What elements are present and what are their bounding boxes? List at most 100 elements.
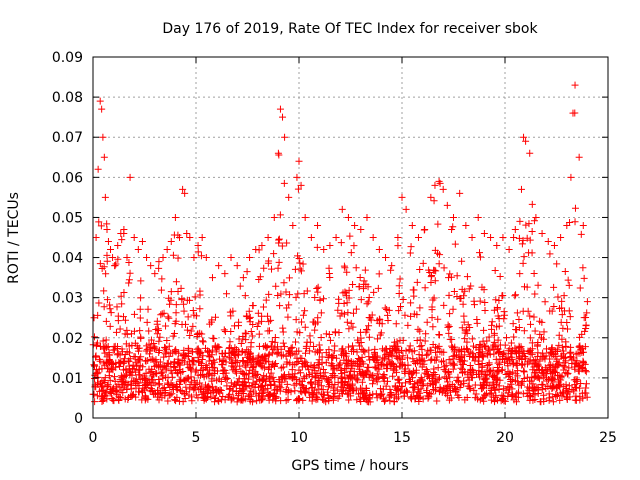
data-point [299,384,307,392]
data-point [107,385,115,393]
data-point [515,234,523,242]
data-point [246,254,254,262]
data-point [546,364,554,372]
data-point [481,375,489,383]
data-point [421,284,429,292]
data-point [457,381,465,389]
data-point [491,372,499,380]
data-point [144,305,152,313]
data-point [314,221,322,229]
data-point [329,396,337,404]
data-point [272,282,280,290]
data-point [235,390,243,398]
data-point [583,393,591,401]
data-point [576,333,584,341]
data-point [546,250,554,258]
data-point [576,343,584,351]
data-point [179,367,187,375]
data-point [433,397,441,405]
data-point [184,352,192,360]
data-point [420,226,428,234]
data-point [480,229,488,237]
data-point [524,383,532,391]
data-point [413,337,421,345]
x-tick-label: 15 [393,430,411,446]
data-point [93,342,101,350]
data-point [528,345,536,353]
data-point [104,238,112,246]
data-point [434,315,442,323]
data-point [345,396,353,404]
data-point [120,229,128,237]
data-point [345,389,353,397]
data-point [568,386,576,394]
data-point [366,356,374,364]
data-point [563,394,571,402]
data-point [169,349,177,357]
data-point [254,370,262,378]
data-point [468,335,476,343]
data-point [512,291,520,299]
data-point [525,348,533,356]
y-tick-label: 0.05 [52,210,83,226]
data-point [136,361,144,369]
data-point [499,292,507,300]
data-point [296,369,304,377]
data-point [291,360,299,368]
data-point [231,380,239,388]
data-point [429,323,437,331]
data-point [365,322,373,330]
data-point [510,396,518,404]
data-point [375,373,383,381]
data-point [359,389,367,397]
data-points [89,81,591,406]
data-point [571,109,579,117]
data-point [553,260,561,268]
data-point [436,348,444,356]
data-point [282,397,290,405]
data-point [326,336,334,344]
data-point [264,234,272,241]
data-point [352,305,360,313]
data-point [135,356,143,364]
data-point [277,352,285,360]
data-point [439,185,447,193]
data-point [498,396,506,404]
data-point [441,363,449,371]
data-point [343,390,351,398]
data-point [339,289,347,297]
data-point [445,291,453,299]
data-point [97,222,105,230]
data-point [546,349,554,357]
data-point [101,349,109,357]
data-point [296,354,304,362]
data-point [502,371,510,379]
data-point [283,304,291,312]
data-point [106,389,114,397]
data-point [471,353,479,361]
data-point [399,296,407,304]
data-point [452,385,460,393]
data-point [106,322,114,330]
data-point [180,300,188,308]
data-point [270,250,278,258]
data-point [277,290,285,298]
data-point [562,387,570,395]
data-point [192,391,200,399]
data-point [190,386,198,394]
data-point [490,329,498,337]
x-tick-label: 0 [89,430,98,446]
data-point [440,384,448,392]
data-point [522,221,530,229]
data-point [127,381,135,389]
data-point [490,306,498,314]
data-point [264,312,272,320]
data-point [91,398,99,406]
data-point [504,362,512,370]
data-point [112,260,120,268]
data-point [401,365,409,373]
data-point [368,372,376,380]
data-point [337,374,345,382]
data-point [157,369,165,377]
data-point [411,395,419,403]
